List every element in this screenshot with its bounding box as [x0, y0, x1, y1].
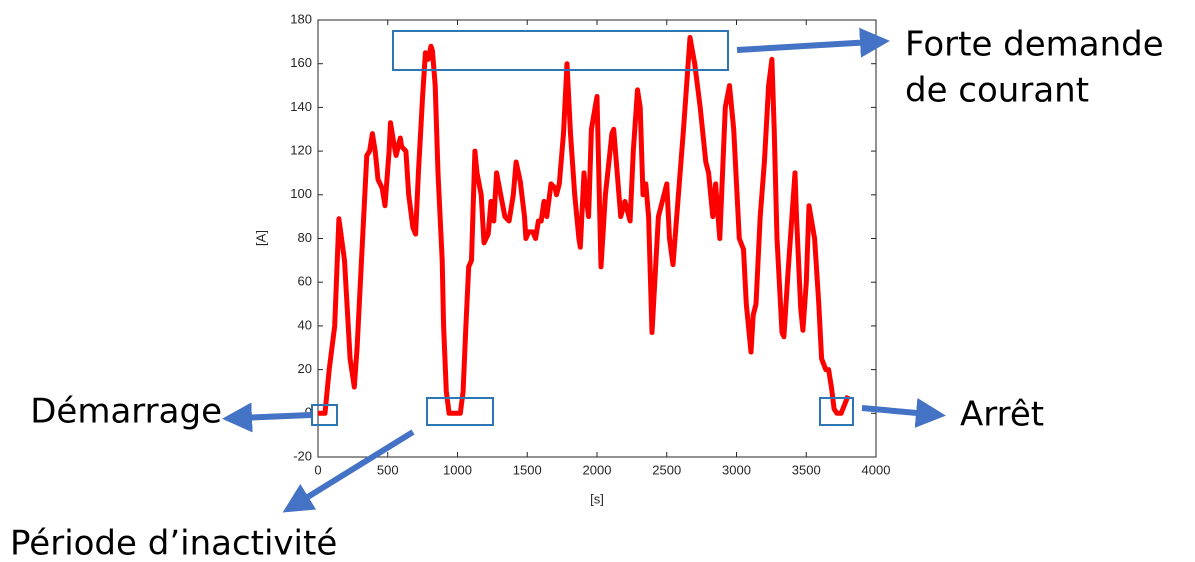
data-line [318, 35, 851, 416]
annotation: Forte demande [905, 25, 1164, 65]
y-tick-label: 80 [298, 230, 312, 245]
x-tick-label: 2500 [652, 462, 681, 477]
x-tick-label: 1500 [513, 462, 542, 477]
y-tick-label: 40 [298, 317, 312, 332]
x-tick-label: 1000 [443, 462, 472, 477]
highlight-box [311, 404, 338, 426]
x-tick-label: 2000 [583, 462, 612, 477]
annotation: Période d’inactivité [10, 524, 337, 562]
y-tick-label: 20 [298, 361, 312, 376]
x-tick-label: 0 [314, 462, 321, 477]
arrow [222, 402, 312, 433]
y-tick-label: 160 [290, 55, 312, 70]
highlight-box [426, 397, 494, 426]
y-tick-label: 140 [290, 99, 312, 114]
y-tick-label: 120 [290, 143, 312, 158]
y-axis-label: [A] [253, 230, 268, 246]
annotation: de courant [905, 71, 1089, 111]
arrow [861, 397, 946, 428]
y-tick-label: 180 [290, 11, 312, 26]
x-tick-label: 3000 [722, 462, 751, 477]
x-axis-label: [s] [590, 491, 604, 506]
highlight-box [392, 30, 729, 71]
y-tick-label: -20 [293, 448, 312, 463]
annotation: Arrêt [960, 395, 1044, 435]
arrow [282, 429, 415, 513]
highlight-box [819, 397, 854, 426]
x-tick-label: 4000 [862, 462, 891, 477]
plot-frame [317, 19, 877, 458]
x-tick-label: 3500 [792, 462, 821, 477]
y-tick-label: 100 [290, 186, 312, 201]
arrow [736, 27, 890, 58]
x-tick-label: 500 [377, 462, 399, 477]
annotation: Démarrage [30, 392, 222, 432]
y-tick-label: 60 [298, 274, 312, 289]
